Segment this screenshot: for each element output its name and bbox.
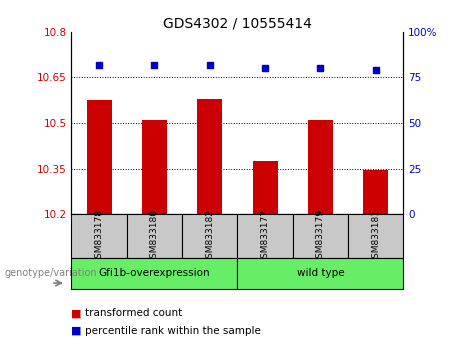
Text: Gfi1b-overexpression: Gfi1b-overexpression — [99, 268, 210, 279]
Bar — [253, 161, 278, 214]
FancyBboxPatch shape — [237, 258, 403, 289]
Text: GSM833178: GSM833178 — [95, 209, 104, 264]
FancyBboxPatch shape — [71, 214, 127, 258]
FancyBboxPatch shape — [237, 214, 293, 258]
Text: GSM833181: GSM833181 — [371, 209, 380, 264]
Text: ■: ■ — [71, 326, 82, 336]
Point — [317, 65, 324, 71]
Bar — [142, 120, 167, 214]
Bar — [363, 170, 388, 214]
FancyBboxPatch shape — [182, 214, 237, 258]
Bar — [87, 100, 112, 214]
FancyBboxPatch shape — [127, 214, 182, 258]
Text: GSM833179: GSM833179 — [316, 209, 325, 264]
Title: GDS4302 / 10555414: GDS4302 / 10555414 — [163, 17, 312, 31]
Point — [261, 65, 269, 71]
Point — [95, 62, 103, 68]
Text: wild type: wild type — [296, 268, 344, 279]
FancyBboxPatch shape — [71, 258, 237, 289]
Point — [372, 67, 379, 73]
Text: GSM833177: GSM833177 — [260, 209, 270, 264]
Text: GSM833182: GSM833182 — [205, 209, 214, 264]
FancyBboxPatch shape — [348, 214, 403, 258]
Bar — [197, 99, 222, 214]
Bar — [308, 120, 333, 214]
Text: percentile rank within the sample: percentile rank within the sample — [85, 326, 261, 336]
Point — [206, 62, 213, 68]
Text: genotype/variation: genotype/variation — [5, 268, 97, 278]
FancyBboxPatch shape — [293, 214, 348, 258]
Point — [151, 62, 158, 68]
Text: transformed count: transformed count — [85, 308, 183, 318]
Text: GSM833180: GSM833180 — [150, 209, 159, 264]
Text: ■: ■ — [71, 308, 82, 318]
